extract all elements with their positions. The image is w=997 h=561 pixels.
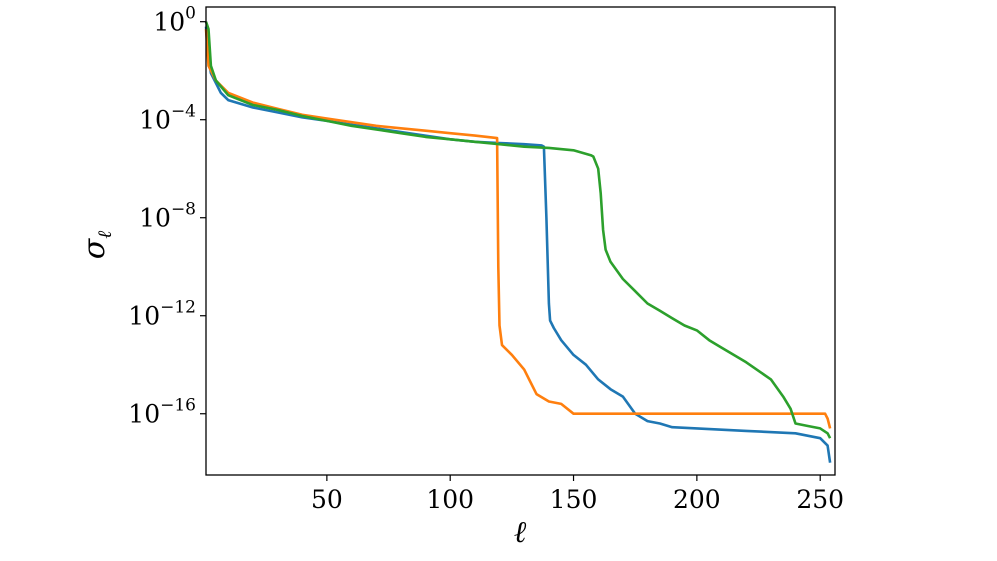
y-tick-label: 100 [153, 4, 196, 37]
y-axis-ticks: 100 10−4 10−8 10−12 10−16 [128, 4, 206, 429]
y-tick-label: 10−8 [139, 200, 196, 233]
y-axis-label: σℓ [77, 231, 116, 259]
plot-frame [205, 6, 836, 476]
y-tick-label: 10−4 [139, 102, 196, 135]
x-axis-ticks: 50 100 150 200 250 [311, 475, 844, 514]
x-tick-label: 250 [796, 485, 844, 514]
x-axis-label: ℓ [514, 515, 527, 550]
y-axis-label-subscript: ℓ [94, 231, 116, 239]
y-tick-label: 10−12 [128, 298, 196, 331]
x-tick-label: 100 [426, 485, 474, 514]
x-tick-label: 150 [550, 485, 598, 514]
series-line-1 [204, 26, 832, 463]
x-tick-label: 50 [311, 485, 343, 514]
plot-lines [204, 21, 832, 463]
series-line-3 [204, 21, 832, 439]
y-tick-label: 10−16 [128, 396, 196, 429]
x-tick-label: 200 [673, 485, 721, 514]
series-line-2 [204, 29, 832, 429]
